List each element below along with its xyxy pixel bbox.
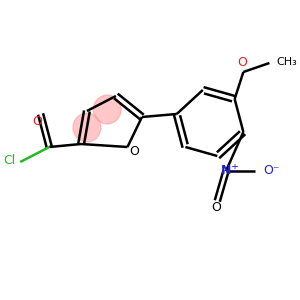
- Text: O: O: [129, 145, 139, 158]
- Text: CH₃: CH₃: [277, 57, 297, 68]
- Text: O: O: [33, 115, 43, 128]
- Text: Cl: Cl: [4, 154, 16, 167]
- Circle shape: [93, 95, 121, 124]
- Text: O⁻: O⁻: [264, 164, 280, 177]
- Circle shape: [73, 113, 101, 142]
- Text: O: O: [211, 201, 221, 214]
- Text: N: N: [221, 164, 231, 178]
- Text: O: O: [237, 56, 247, 69]
- Text: ±: ±: [230, 163, 238, 173]
